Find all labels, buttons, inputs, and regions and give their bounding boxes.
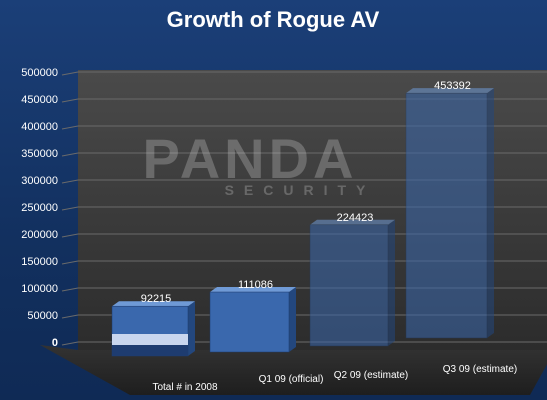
bar-top [112, 301, 195, 307]
data-label: 111086 [238, 279, 273, 291]
y-axis-ticks: 0 50000 100000 150000 200000 250000 300000 3500… [21, 67, 58, 349]
bar-highlight-band [112, 334, 188, 345]
y-tick-label: 400000 [21, 121, 58, 133]
gridline-side [61, 233, 79, 238]
x-tick-label: Total # in 2008 [152, 382, 217, 393]
data-label: 453392 [434, 80, 471, 92]
watermark-brand: PANDA [143, 127, 358, 190]
y-tick-label: 200000 [21, 229, 58, 241]
bar-front [309, 224, 389, 347]
bar [309, 219, 395, 347]
x-tick-label: Q2 09 (estimate) [334, 370, 408, 381]
chart-floor [40, 345, 547, 395]
bar [209, 287, 296, 353]
gridline-side [61, 260, 79, 265]
gridline-side [61, 152, 79, 157]
bar-side [188, 301, 195, 356]
gridline-side [61, 314, 79, 319]
panda-watermark: PANDA SECURITY [143, 127, 376, 198]
gridline-side [61, 341, 79, 346]
y-tick-label: 350000 [21, 148, 58, 160]
bar-side [487, 88, 494, 338]
bar-series: 92215 111086 224423 453392 [111, 80, 494, 357]
gridline-side [61, 179, 79, 184]
watermark-sub: SECURITY [225, 182, 376, 198]
y-tick-label: 150000 [21, 256, 58, 268]
bar [405, 88, 494, 339]
y-tick-label: 500000 [21, 67, 58, 79]
x-tick-label: Q1 09 (official) [259, 374, 324, 385]
data-label: 92215 [141, 293, 172, 305]
y-tick-label: 250000 [21, 202, 58, 214]
y-tick-label: 0 [52, 337, 58, 349]
bar-front [209, 291, 290, 353]
y-tick-label: 50000 [27, 310, 58, 322]
bar-top [406, 88, 494, 94]
x-axis-ticks: Total # in 2008 Q1 09 (official) Q2 09 (es… [152, 364, 517, 393]
bar-top [210, 287, 296, 293]
bar [111, 301, 195, 357]
gridline-side [61, 287, 79, 292]
bar-base-band [112, 345, 188, 356]
chart-title: Growth of Rogue AV [167, 7, 380, 32]
bar-side [388, 219, 395, 346]
y-tick-label: 450000 [21, 94, 58, 106]
bar-top [310, 219, 395, 225]
gridline-side [61, 206, 79, 211]
gridline-side [61, 71, 79, 76]
bar-side [289, 287, 296, 352]
gridline-side [61, 125, 79, 130]
y-tick-label: 300000 [21, 175, 58, 187]
gridline-side [61, 98, 79, 103]
bar-front [405, 92, 488, 339]
data-label: 224423 [337, 212, 374, 224]
y-tick-label: 100000 [21, 283, 58, 295]
x-tick-label: Q3 09 (estimate) [443, 364, 517, 375]
